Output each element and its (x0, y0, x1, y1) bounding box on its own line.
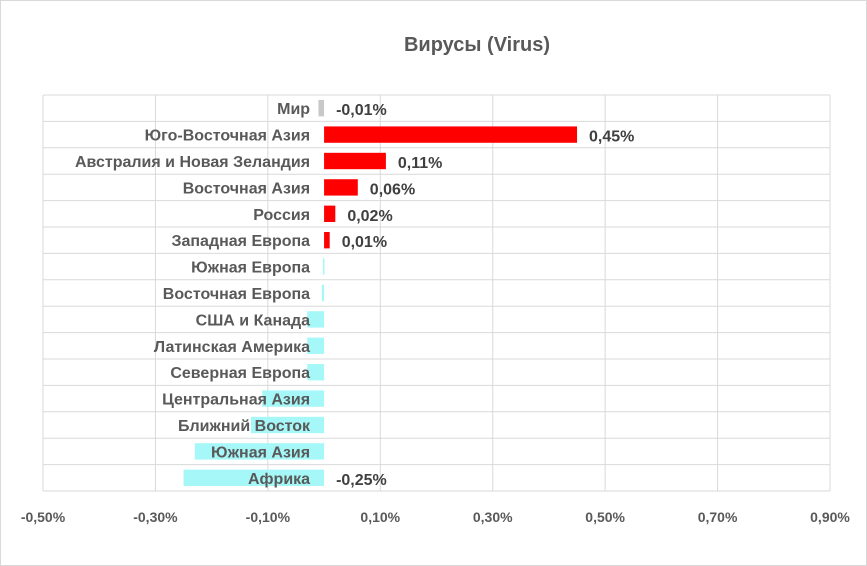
category-label: Западная Европа (171, 233, 310, 250)
category-label: Африка (248, 471, 310, 488)
category-label: Мир (277, 101, 310, 118)
chart-title: Вирусы (Virus) (403, 34, 551, 56)
category-label: Восточная Европа (163, 286, 310, 303)
bar-8 (321, 284, 325, 302)
bar-6 (324, 232, 330, 249)
category-label: США и Канада (196, 312, 310, 329)
x-tick-label: -0,50% (21, 509, 66, 525)
x-tick-label: 0,70% (698, 509, 738, 525)
bar-3 (324, 152, 386, 170)
bar-5 (324, 205, 336, 222)
bar-15 (183, 469, 325, 486)
x-tick-label: 0,50% (585, 509, 625, 525)
data-label: 0,45% (589, 129, 634, 146)
bar-11 (307, 364, 325, 381)
data-label: 0,06% (370, 181, 415, 198)
x-tick-label: 0,90% (810, 509, 850, 525)
data-label: 0,01% (342, 234, 387, 251)
category-label: Юго-Восточная Азия (145, 128, 310, 145)
bar-1 (318, 100, 325, 117)
bar-12 (262, 390, 325, 407)
data-label: 0,02% (347, 208, 392, 225)
x-tick-label: -0,30% (133, 509, 178, 525)
category-label: Южная Азия (211, 444, 310, 461)
bar-9 (307, 311, 325, 328)
x-tick-label: -0,10% (246, 509, 291, 525)
category-label: Австралия и Новая Зеландия (75, 154, 310, 171)
bar-13 (250, 416, 325, 434)
bar-7 (322, 258, 325, 275)
data-label: -0,25% (336, 472, 387, 489)
category-label: Южная Европа (191, 260, 310, 277)
category-label: Восточная Азия (183, 180, 310, 197)
x-tick-label: 0,10% (360, 509, 400, 525)
category-label: Северная Европа (170, 365, 310, 382)
bar-2 (324, 126, 578, 143)
category-label: Латинская Америка (154, 339, 310, 356)
bar-10 (307, 337, 325, 354)
x-tick-label: 0,30% (473, 509, 513, 525)
category-label: Россия (253, 207, 310, 224)
category-label: Ближний Восток (178, 418, 311, 435)
category-label: Центральная Азия (162, 392, 310, 409)
bar-4 (324, 179, 358, 196)
bar-14 (194, 443, 325, 460)
data-label: 0,11% (398, 155, 442, 172)
data-label: -0,01% (336, 102, 387, 119)
